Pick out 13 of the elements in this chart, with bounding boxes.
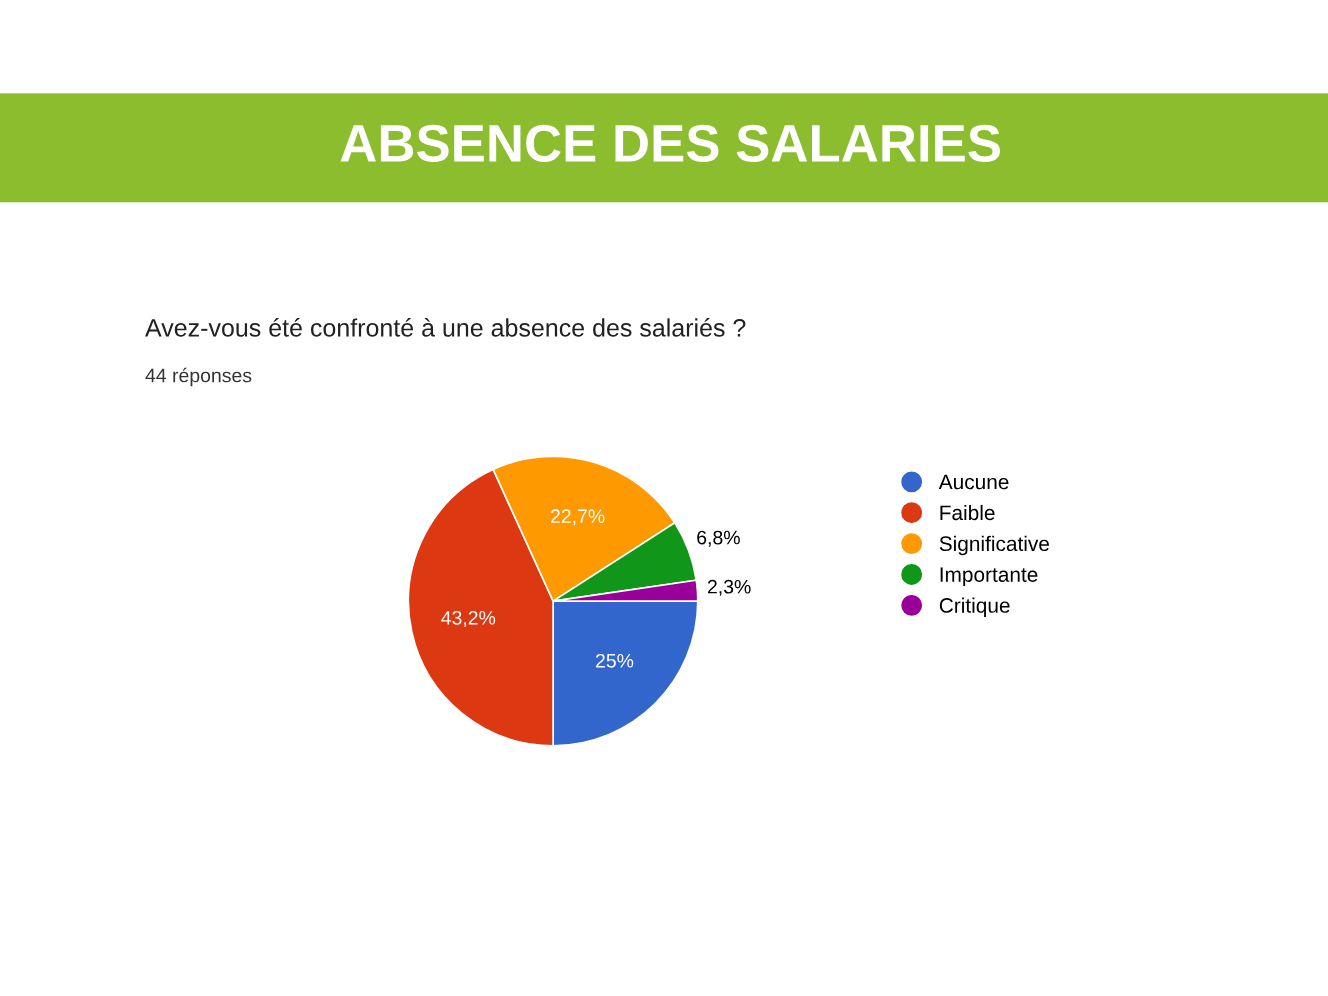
chart-subtitle: Avez-vous été confronté à une absence des salariés ? xyxy=(145,318,746,337)
legend-label: Faible xyxy=(940,504,995,521)
legend-label: Significative xyxy=(939,535,1049,556)
chart-title: ABSENCE DES SALARIES xyxy=(340,124,1000,163)
legend-label: Importante xyxy=(940,567,1038,587)
data-label: 6,8% xyxy=(697,530,740,547)
legend-label: Aucune xyxy=(938,474,1009,490)
data-label: 25% xyxy=(596,653,634,668)
data-label: 2,3% xyxy=(707,579,751,596)
data-label: 22,7% xyxy=(551,509,605,526)
legend-label: Critique xyxy=(939,597,1010,617)
data-label: 43,2% xyxy=(441,610,496,627)
text: 44 réponses xyxy=(145,367,252,387)
